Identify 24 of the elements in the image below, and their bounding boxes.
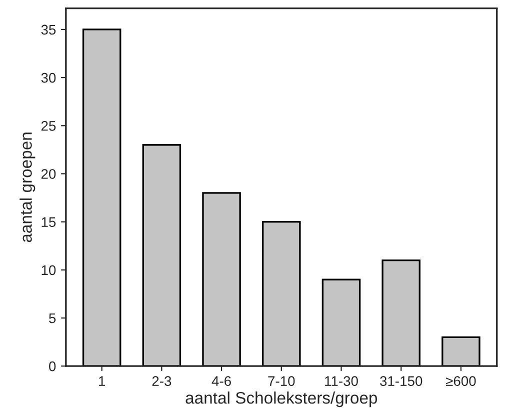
y-tick-label: 20 [41,169,56,179]
x-tick-label: 2-3 [152,376,172,386]
bar [322,278,361,366]
x-tick-label: 4-6 [212,376,231,386]
x-tick-label: 11-30 [325,376,358,386]
y-tick-label: 15 [42,217,56,227]
y-tick-label: 25 [41,120,56,131]
y-tick-label: 30 [41,72,56,83]
bar [382,259,420,366]
y-tick-label: 5 [49,313,56,324]
y-tick-label: 0 [49,361,56,372]
y-axis-title: aantal groepen [20,132,36,242]
x-tick-label: 1 [99,376,106,386]
x-axis-title: aantal Scholeksters/groep [186,392,378,408]
x-tick-label: ≥600 [446,376,476,386]
bar [202,192,241,366]
y-tick-label: 35 [41,24,56,35]
x-tick-label: 7-10 [268,376,295,386]
x-tick-label: 31-150 [380,376,422,386]
bar [442,336,480,366]
bar [142,144,182,366]
y-tick-label: 10 [42,265,56,276]
bar [262,220,301,366]
bar [82,28,122,366]
